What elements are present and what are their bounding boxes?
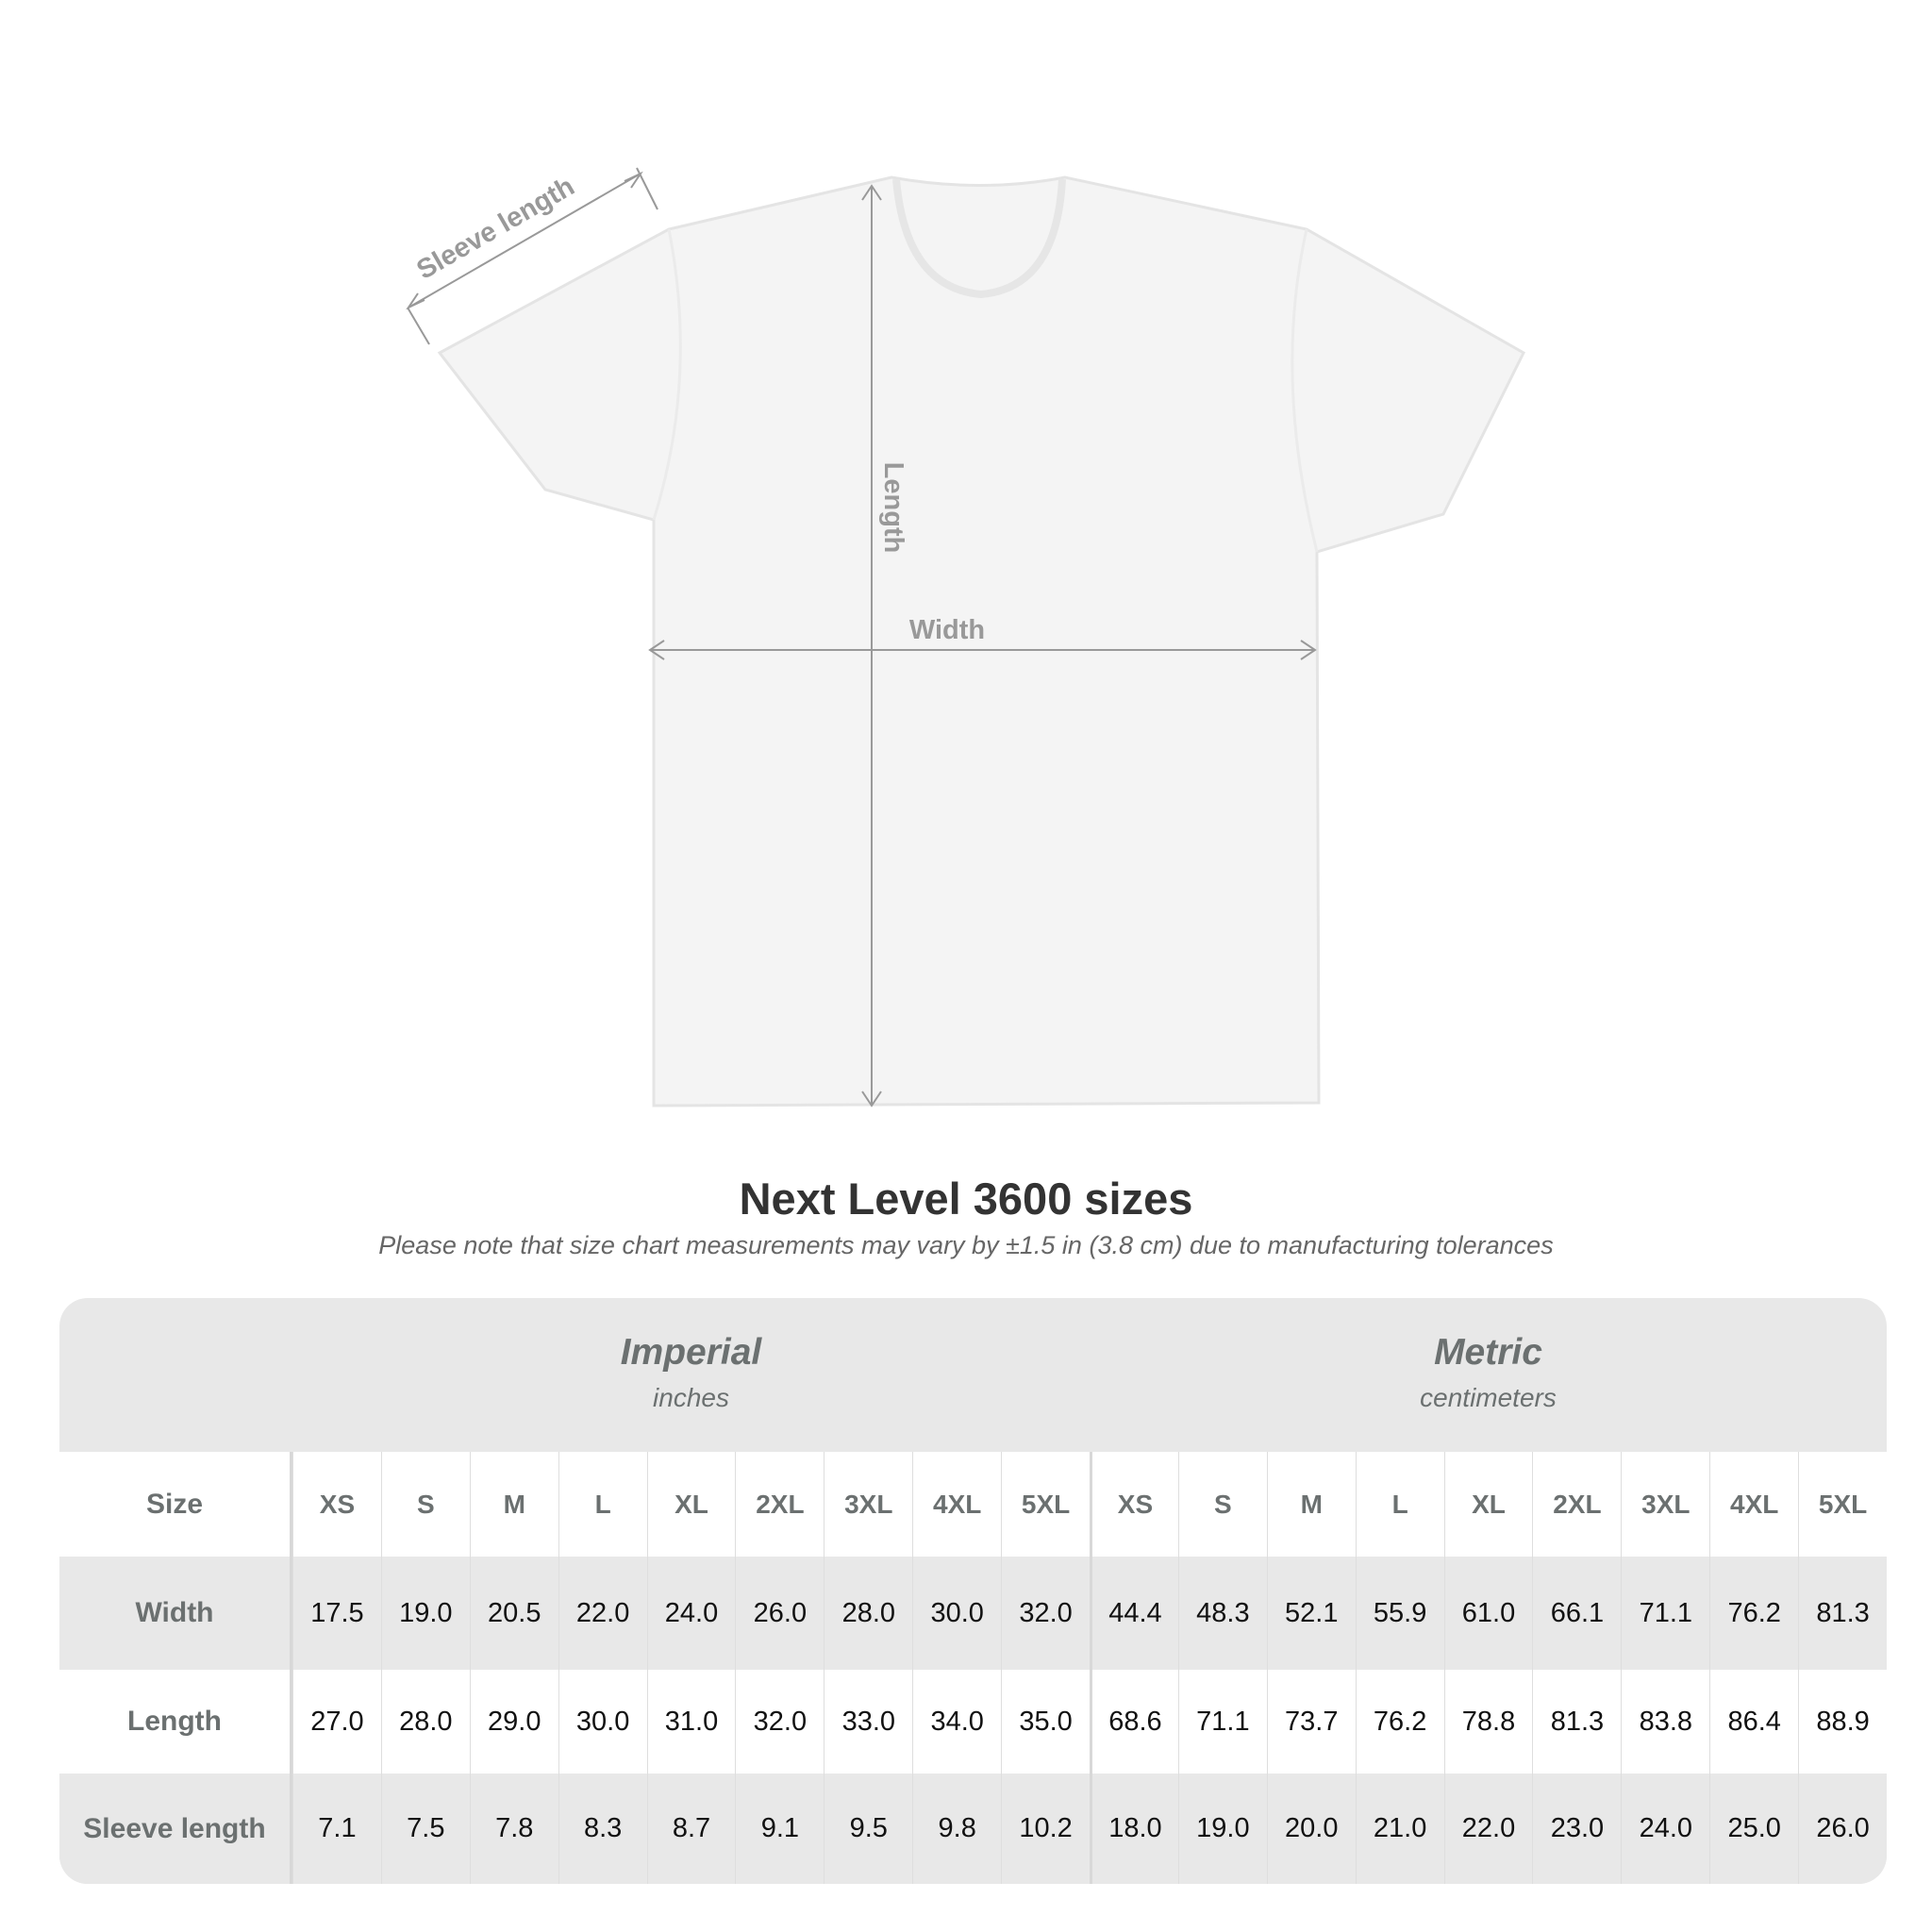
- row-label: Width: [59, 1557, 292, 1670]
- size-header-row: Size XS S M L XL 2XL 3XL 4XL 5XL XS S M L XL 2XL 3XL 4XL 5…: [59, 1452, 1887, 1557]
- tshirt-image: [437, 175, 1525, 1108]
- imperial-value-cell: 24.0: [646, 1557, 736, 1670]
- imperial-value-cell: 9.8: [912, 1774, 1001, 1884]
- metric-size-header: L: [1355, 1452, 1444, 1557]
- metric-value-cell: 68.6: [1090, 1670, 1178, 1774]
- imperial-value-cell: 30.0: [558, 1670, 647, 1774]
- imperial-size-header: M: [469, 1452, 558, 1557]
- metric-header: Metric centimeters: [1090, 1298, 1887, 1452]
- imperial-value-cell: 28.0: [824, 1557, 912, 1670]
- metric-value-cell: 20.0: [1266, 1774, 1356, 1884]
- imperial-value-cell: 8.3: [558, 1774, 647, 1884]
- metric-value-cell: 22.0: [1443, 1774, 1533, 1884]
- imperial-header: Imperial inches: [292, 1298, 1090, 1452]
- imperial-value-cell: 22.0: [558, 1557, 647, 1670]
- imperial-value-cell: 30.0: [912, 1557, 1001, 1670]
- table-row: Width 17.5 19.0 20.5 22.0 24.0 26.0 28.0 30.0 32.…: [59, 1557, 1887, 1670]
- metric-value-cell: 78.8: [1443, 1670, 1533, 1774]
- imperial-size-header: 5XL: [1001, 1452, 1090, 1557]
- metric-value-cell: 52.1: [1266, 1557, 1356, 1670]
- metric-size-header: XS: [1090, 1452, 1178, 1557]
- metric-value-cell: 83.8: [1621, 1670, 1709, 1774]
- metric-value-cell: 23.0: [1532, 1774, 1621, 1884]
- metric-value-cell: 66.1: [1532, 1557, 1621, 1670]
- metric-value-cell: 71.1: [1177, 1670, 1267, 1774]
- imperial-value-cell: 26.0: [735, 1557, 824, 1670]
- imperial-value-cell: 28.0: [380, 1670, 470, 1774]
- length-label: Length: [878, 462, 908, 554]
- metric-size-header: 2XL: [1532, 1452, 1621, 1557]
- metric-value-cell: 61.0: [1443, 1557, 1533, 1670]
- imperial-size-header: S: [380, 1452, 470, 1557]
- page-title: Next Level 3600 sizes: [739, 1174, 1193, 1224]
- metric-size-header: 3XL: [1621, 1452, 1709, 1557]
- imperial-value-cell: 7.5: [380, 1774, 470, 1884]
- collar: [892, 178, 1066, 299]
- metric-value-cell: 76.2: [1355, 1670, 1444, 1774]
- metric-value-cell: 21.0: [1355, 1774, 1444, 1884]
- imperial-value-cell: 19.0: [380, 1557, 470, 1670]
- metric-size-header: M: [1266, 1452, 1356, 1557]
- imperial-value-cell: 27.0: [292, 1670, 381, 1774]
- row-label: Sleeve length: [59, 1774, 292, 1884]
- metric-value-cell: 55.9: [1355, 1557, 1444, 1670]
- imperial-size-header: 4XL: [912, 1452, 1001, 1557]
- imperial-size-header: XS: [292, 1452, 381, 1557]
- metric-value-cell: 19.0: [1177, 1774, 1267, 1884]
- metric-size-header: 5XL: [1798, 1452, 1887, 1557]
- metric-value-cell: 88.9: [1798, 1670, 1887, 1774]
- imperial-size-header: XL: [646, 1452, 736, 1557]
- metric-value-cell: 18.0: [1090, 1774, 1178, 1884]
- row-label: Length: [59, 1670, 292, 1774]
- sleeve-length-label: Sleeve length: [412, 172, 580, 286]
- metric-value-cell: 81.3: [1532, 1670, 1621, 1774]
- imperial-unit: inches: [653, 1383, 729, 1412]
- imperial-value-cell: 17.5: [292, 1557, 381, 1670]
- table-row: Length 27.0 28.0 29.0 30.0 31.0 32.0 33.0 34.0 35…: [59, 1670, 1887, 1774]
- row-label: Size: [59, 1452, 292, 1557]
- table-row: Sleeve length 7.1 7.5 7.8 8.3 8.7 9.1 9.5 9.8 10.…: [59, 1774, 1887, 1884]
- imperial-size-header: L: [558, 1452, 647, 1557]
- metric-value-cell: 86.4: [1709, 1670, 1798, 1774]
- imperial-value-cell: 34.0: [912, 1670, 1001, 1774]
- imperial-value-cell: 20.5: [469, 1557, 558, 1670]
- size-table: Imperial inches Metric centimeters Size X…: [59, 1298, 1887, 1884]
- metric-value-cell: 44.4: [1090, 1557, 1178, 1670]
- metric-size-header: 4XL: [1709, 1452, 1798, 1557]
- metric-value-cell: 73.7: [1266, 1670, 1356, 1774]
- metric-value-cell: 48.3: [1177, 1557, 1267, 1670]
- imperial-size-header: 2XL: [735, 1452, 824, 1557]
- width-label: Width: [909, 615, 985, 645]
- tolerance-note: Please note that size chart measurements…: [378, 1231, 1554, 1259]
- tshirt-diagram: Sleeve length Length Width: [406, 167, 1525, 1108]
- imperial-value-cell: 10.2: [1001, 1774, 1090, 1884]
- imperial-value-cell: 8.7: [646, 1774, 736, 1884]
- imperial-value-cell: 33.0: [824, 1670, 912, 1774]
- imperial-value-cell: 9.1: [735, 1774, 824, 1884]
- metric-unit: centimeters: [1420, 1383, 1557, 1412]
- metric-value-cell: 81.3: [1798, 1557, 1887, 1670]
- metric-value-cell: 76.2: [1709, 1557, 1798, 1670]
- metric-value-cell: 25.0: [1709, 1774, 1798, 1884]
- metric-value-cell: 71.1: [1621, 1557, 1709, 1670]
- imperial-value-cell: 7.8: [469, 1774, 558, 1884]
- imperial-value-cell: 31.0: [646, 1670, 736, 1774]
- imperial-value-cell: 7.1: [292, 1774, 381, 1884]
- metric-value-cell: 26.0: [1798, 1774, 1887, 1884]
- imperial-value-cell: 9.5: [824, 1774, 912, 1884]
- metric-value-cell: 24.0: [1621, 1774, 1709, 1884]
- metric-title: Metric: [1434, 1332, 1542, 1373]
- imperial-value-cell: 35.0: [1001, 1670, 1090, 1774]
- metric-size-header: XL: [1443, 1452, 1533, 1557]
- imperial-title: Imperial: [620, 1332, 762, 1373]
- imperial-value-cell: 32.0: [735, 1670, 824, 1774]
- imperial-value-cell: 32.0: [1001, 1557, 1090, 1670]
- imperial-value-cell: 29.0: [469, 1670, 558, 1774]
- metric-size-header: S: [1177, 1452, 1267, 1557]
- sleeve-arrow: [408, 173, 641, 308]
- imperial-size-header: 3XL: [824, 1452, 912, 1557]
